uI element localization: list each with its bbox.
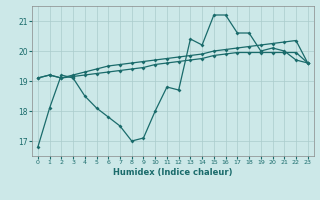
X-axis label: Humidex (Indice chaleur): Humidex (Indice chaleur) [113,168,233,177]
